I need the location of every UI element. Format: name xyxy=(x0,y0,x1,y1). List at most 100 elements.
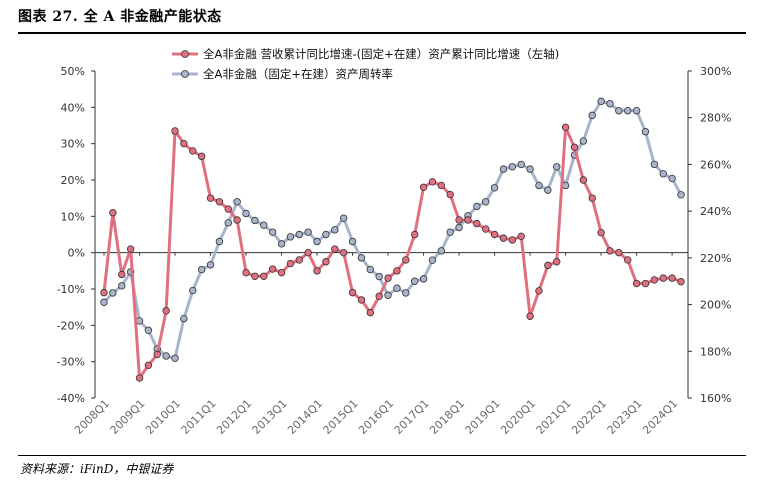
data-point xyxy=(162,352,170,360)
data-point xyxy=(526,312,534,320)
legend-label: 全A非金融 营收累计同比增速-(固定+在建）资产累计同比增速（左轴) xyxy=(203,47,559,61)
data-point xyxy=(535,287,543,295)
data-point xyxy=(118,282,126,290)
data-point xyxy=(606,99,614,108)
data-point xyxy=(100,288,108,297)
data-point xyxy=(126,245,135,253)
left-tick-label: 0% xyxy=(68,247,85,260)
data-point xyxy=(437,247,446,255)
data-point xyxy=(517,160,525,169)
data-point xyxy=(632,107,641,115)
data-point xyxy=(384,291,392,299)
data-point xyxy=(455,223,463,232)
data-point xyxy=(588,111,596,120)
data-point xyxy=(624,107,632,115)
x-tick-label: 2012Q1 xyxy=(214,397,254,437)
figure-title: 图表 27. 全 A 非金融产能状态 xyxy=(18,9,222,25)
data-point xyxy=(189,286,197,295)
data-point xyxy=(357,296,366,304)
data-point xyxy=(197,152,206,161)
data-point xyxy=(428,256,437,264)
right-tick-label: 260% xyxy=(700,158,731,171)
data-point xyxy=(260,272,268,280)
data-point xyxy=(304,248,312,257)
x-tick-label: 2016Q1 xyxy=(356,397,396,437)
data-point xyxy=(251,216,259,225)
data-point xyxy=(632,279,641,288)
data-point xyxy=(109,208,117,217)
data-point xyxy=(331,226,339,234)
data-point xyxy=(641,128,650,136)
data-point xyxy=(419,275,428,283)
data-point xyxy=(224,219,232,227)
data-point xyxy=(393,284,401,292)
data-point xyxy=(579,176,588,184)
data-point xyxy=(677,278,685,286)
data-point xyxy=(224,205,232,213)
data-point xyxy=(402,289,410,297)
data-point xyxy=(553,258,561,266)
data-point xyxy=(260,221,268,229)
data-point xyxy=(570,143,579,151)
data-point xyxy=(597,228,605,237)
data-point xyxy=(508,236,517,244)
data-point xyxy=(659,170,667,178)
series-right xyxy=(100,97,685,362)
data-point xyxy=(375,272,383,281)
data-point xyxy=(428,178,437,186)
left-tick-label: 40% xyxy=(61,101,85,114)
data-point xyxy=(242,209,250,218)
x-tick-label: 2019Q1 xyxy=(463,397,503,437)
data-point xyxy=(286,259,295,268)
right-tick-label: 240% xyxy=(700,205,731,218)
right-tick-label: 220% xyxy=(700,252,731,265)
data-point xyxy=(180,314,188,323)
data-point xyxy=(597,97,605,106)
series-line xyxy=(102,99,683,360)
data-point xyxy=(268,228,277,236)
data-point xyxy=(579,137,588,145)
left-tick-label: -40% xyxy=(57,392,85,405)
data-point xyxy=(348,288,357,297)
data-point xyxy=(162,307,170,315)
chart-axes: -40% -30% -20% -10% 0% 10% 20% 30% 40% 50% 160% 180… xyxy=(57,65,732,437)
data-point xyxy=(499,234,508,242)
data-point xyxy=(393,267,401,275)
data-point xyxy=(286,233,295,241)
left-tick-label: -10% xyxy=(57,283,85,296)
data-point xyxy=(153,350,161,359)
legend-swatch-marker xyxy=(181,70,189,78)
left-tick-label: 10% xyxy=(61,210,85,223)
data-point xyxy=(437,181,446,190)
chart-legend: 全A非金融 营收累计同比增速-(固定+在建）资产累计同比增速（左轴) 全A非金融（… xyxy=(172,47,559,81)
data-point xyxy=(171,127,179,135)
data-point xyxy=(650,276,659,284)
data-point xyxy=(268,265,277,273)
data-point xyxy=(366,308,375,317)
x-tick-label: 2013Q1 xyxy=(250,397,290,437)
data-point xyxy=(197,265,206,274)
source-note: 资料来源：iFinD，中银证券 xyxy=(20,462,174,476)
data-point xyxy=(215,237,224,246)
data-point xyxy=(366,265,375,274)
right-tick-label: 180% xyxy=(700,345,731,358)
x-tick-label: 2021Q1 xyxy=(534,397,574,437)
data-point xyxy=(508,163,517,171)
data-point xyxy=(659,274,667,282)
data-point xyxy=(322,258,330,266)
title-rule xyxy=(18,32,746,34)
data-point xyxy=(517,232,525,241)
data-point xyxy=(446,190,454,199)
chart-series xyxy=(100,97,685,382)
left-tick-label: 50% xyxy=(61,65,85,78)
data-point xyxy=(189,147,197,155)
data-point xyxy=(357,254,366,262)
x-tick-label: 2015Q1 xyxy=(321,397,361,437)
legend-label: 全A非金融（固定+在建）资产周转率 xyxy=(203,67,393,81)
data-point xyxy=(331,245,339,253)
data-point xyxy=(322,230,330,239)
data-point xyxy=(339,214,348,222)
left-tick-label: 30% xyxy=(61,138,85,151)
x-tick-label: 2024Q1 xyxy=(640,397,680,437)
